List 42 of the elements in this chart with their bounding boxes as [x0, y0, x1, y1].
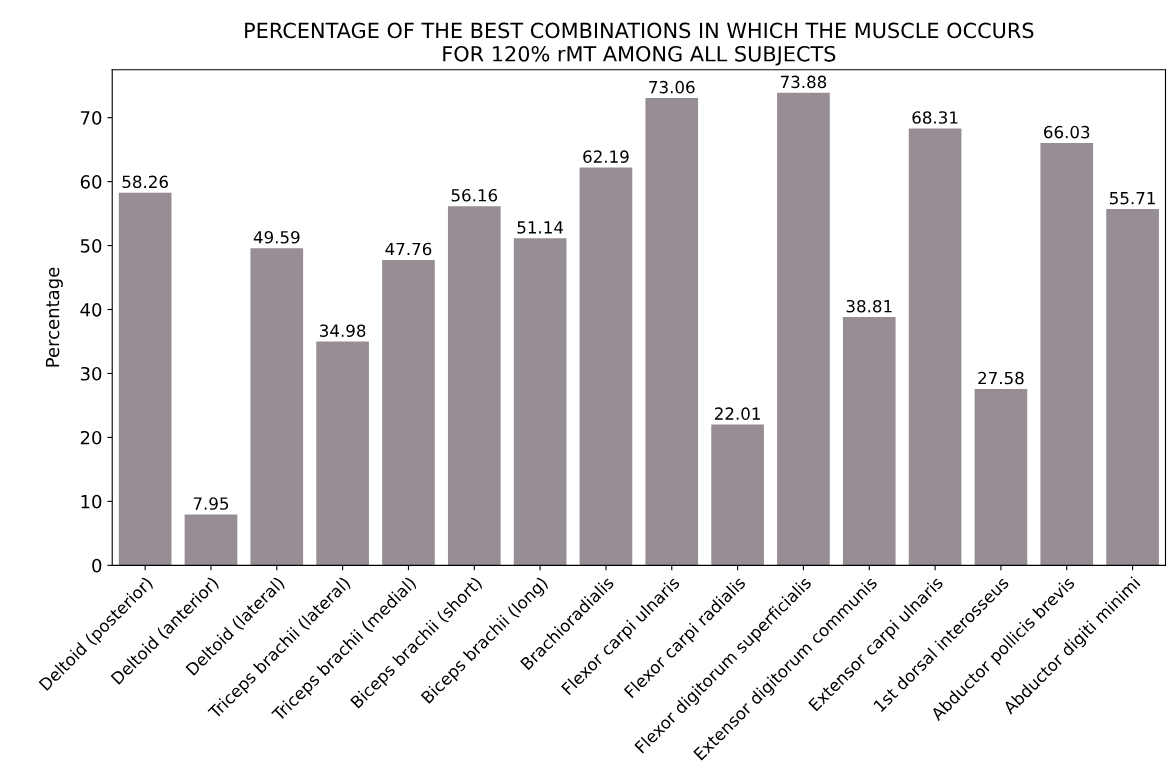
data-label: 66.03 — [1044, 125, 1090, 139]
chart-title: PERCENTAGE OF THE BEST COMBINATIONS IN WHICH THE MUSCLE OCCURS FOR 120% rMT AMONG ALL SUBJECTS — [245, 22, 1034, 66]
data-label: 47.76 — [385, 242, 432, 256]
bar — [1040, 143, 1094, 566]
y-tick-label: 70 — [81, 111, 102, 125]
y-tick-label: 50 — [80, 239, 102, 253]
y-tick-label: 20 — [80, 430, 102, 445]
bar — [250, 248, 304, 566]
bar — [777, 92, 830, 566]
bar — [1106, 209, 1159, 566]
data-label: 62.19 — [583, 150, 629, 163]
bar — [579, 167, 633, 566]
data-label: 55.71 — [1110, 192, 1155, 205]
bar — [316, 341, 369, 566]
y-axis-title: Percentage — [45, 267, 63, 367]
bar — [974, 388, 1028, 566]
data-label: 56.16 — [451, 188, 498, 202]
bar — [184, 514, 238, 566]
y-tick-label: 30 — [80, 366, 102, 381]
bar — [382, 259, 435, 566]
bar — [447, 206, 501, 566]
data-label: 27.58 — [978, 371, 1024, 385]
bar — [513, 238, 567, 566]
data-label: 34.98 — [320, 324, 366, 337]
data-label: 7.95 — [193, 497, 229, 510]
data-label: 38.81 — [846, 299, 892, 313]
data-label: 73.06 — [649, 80, 695, 94]
data-label: 22.01 — [714, 407, 760, 420]
y-tick-label: 0 — [92, 558, 102, 573]
bar — [118, 192, 172, 566]
data-label: 68.31 — [912, 111, 958, 124]
y-tick-label: 40 — [80, 302, 102, 317]
data-label: 49.59 — [253, 230, 300, 244]
data-label: 51.14 — [517, 221, 564, 234]
bar — [908, 128, 962, 566]
bar — [711, 424, 764, 566]
y-tick-label: 10 — [81, 494, 102, 509]
bar — [645, 98, 699, 566]
bar — [842, 317, 896, 566]
data-label: 73.88 — [780, 75, 827, 89]
y-tick-label: 60 — [80, 175, 102, 189]
data-label: 58.26 — [122, 175, 168, 189]
